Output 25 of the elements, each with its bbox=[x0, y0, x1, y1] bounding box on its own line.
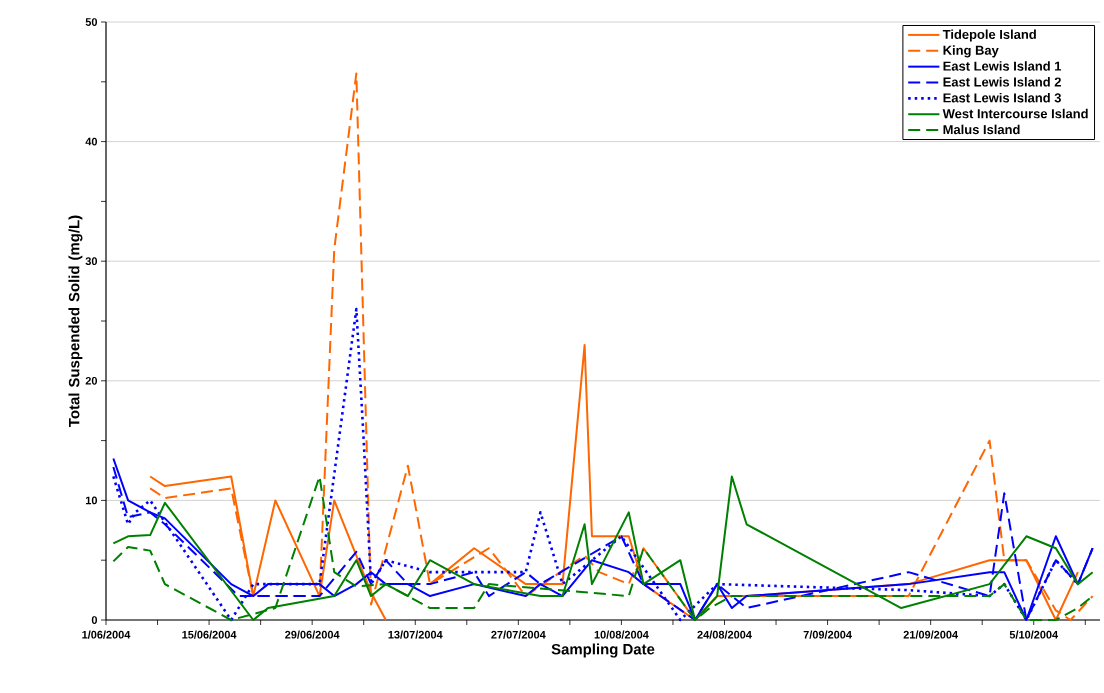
x-axis-title: Sampling Date bbox=[551, 643, 655, 658]
x-tick-label: 5/10/2004 bbox=[1009, 630, 1059, 639]
x-tick-label: 15/06/2004 bbox=[182, 630, 237, 639]
y-axis-title: Total Suspended Solid (mg/L) bbox=[68, 215, 83, 427]
x-tick-label: 21/09/2004 bbox=[903, 630, 959, 639]
x-tick-label: 24/08/2004 bbox=[697, 630, 752, 639]
y-tick-label: 40 bbox=[85, 137, 98, 146]
x-tick-label: 7/09/2004 bbox=[803, 630, 852, 639]
x-tick-label: 27/07/2004 bbox=[491, 630, 546, 639]
legend-label: West Intercourse Island bbox=[942, 108, 1088, 119]
x-tick-label: 13/07/2004 bbox=[388, 630, 443, 639]
y-tick-label: 10 bbox=[85, 496, 98, 505]
y-tick-label: 0 bbox=[91, 616, 98, 624]
legend-label: East Lewis Island 1 bbox=[943, 61, 1062, 71]
y-tick-label: 20 bbox=[85, 376, 98, 385]
legend-label: King Bay bbox=[943, 45, 999, 58]
x-tick-label: 1/06/2004 bbox=[82, 630, 131, 639]
y-tick-label: 50 bbox=[85, 18, 98, 26]
legend-label: East Lewis Island 2 bbox=[943, 77, 1061, 87]
x-tick-label: 10/08/2004 bbox=[594, 630, 649, 639]
legend-label: East Lewis Island 3 bbox=[943, 92, 1061, 103]
y-tick-label: 30 bbox=[85, 257, 98, 266]
legend-label: Tidepole Island bbox=[942, 29, 1036, 42]
x-tick-label: 29/06/2004 bbox=[285, 630, 340, 639]
legend-label: Malus Island bbox=[943, 124, 1020, 135]
